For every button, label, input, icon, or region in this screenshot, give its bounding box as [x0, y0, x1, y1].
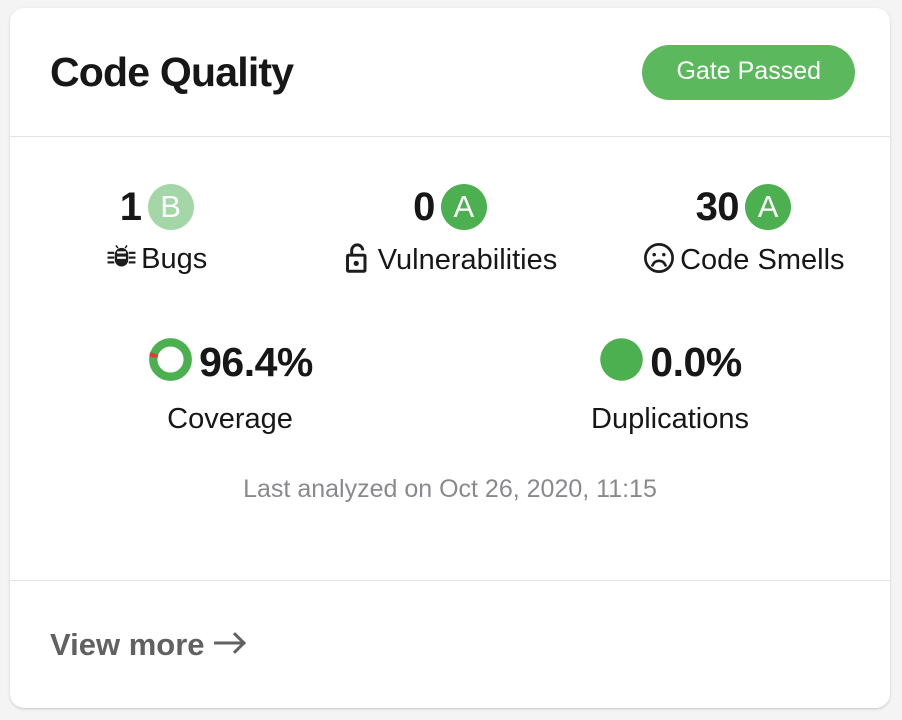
metric-vulnerabilities-count: 0 [413, 185, 435, 229]
last-analyzed-text: Last analyzed on Oct 26, 2020, 11:15 [243, 475, 657, 503]
metric-code-smells[interactable]: 30 A Code Smells [597, 182, 890, 280]
metric-bugs-count: 1 [119, 185, 142, 229]
status-badge-quality-gate[interactable]: Gate Passed [642, 44, 855, 100]
open-padlock-icon [343, 241, 374, 280]
coverage-donut-icon [147, 336, 194, 388]
metric-bugs[interactable]: 1 B [10, 182, 303, 280]
metric-coverage-value-row: 96.4% [147, 336, 313, 388]
metric-duplications-value-row: 0.0% [598, 336, 742, 388]
card-header: Code Quality Gate Passed [10, 8, 890, 137]
metric-code-smells-count: 30 [695, 185, 740, 229]
metric-vulnerabilities-label: Vulnerabilities [377, 244, 558, 276]
view-more-link[interactable]: View more [50, 629, 248, 660]
metric-coverage[interactable]: 96.4% Coverage [10, 336, 450, 434]
metric-coverage-value: 96.4% [199, 338, 313, 385]
metric-duplications-label: Duplications [591, 403, 749, 435]
metric-coverage-label: Coverage [167, 403, 293, 435]
card-footer: View more [10, 580, 890, 708]
issues-row: 1 B [10, 137, 890, 280]
page-title: Code Quality [50, 48, 294, 95]
metric-code-smells-value-row: 30 A [696, 182, 792, 232]
metric-duplications-value: 0.0% [650, 338, 742, 385]
duplications-circle-icon [598, 336, 645, 388]
bug-icon [106, 241, 137, 277]
metric-code-smells-label: Code Smells [680, 244, 845, 276]
metric-bugs-label-row: Bugs [106, 241, 207, 277]
measures-row: 96.4% Coverage 0.0% Duplications [10, 336, 890, 434]
metric-bugs-label: Bugs [141, 242, 208, 275]
metric-vulnerabilities-value-row: 0 A [413, 182, 487, 232]
code-quality-card: Code Quality Gate Passed 1 B [10, 8, 890, 708]
metric-code-smells-rating-badge: A [745, 184, 792, 230]
view-more-label: View more [50, 627, 205, 662]
metric-duplications[interactable]: 0.0% Duplications [450, 336, 890, 434]
frowning-face-icon [642, 241, 676, 280]
arrow-right-icon [213, 629, 248, 660]
metric-bugs-rating-badge: B [147, 184, 194, 230]
metric-code-smells-label-row: Code Smells [642, 241, 845, 280]
card-body: 1 B [10, 137, 890, 580]
metric-vulnerabilities[interactable]: 0 A Vulne [303, 182, 596, 280]
metric-bugs-value-row: 1 B [120, 182, 194, 232]
metric-vulnerabilities-label-row: Vulnerabilities [343, 241, 557, 280]
metric-vulnerabilities-rating-badge: A [440, 184, 487, 230]
